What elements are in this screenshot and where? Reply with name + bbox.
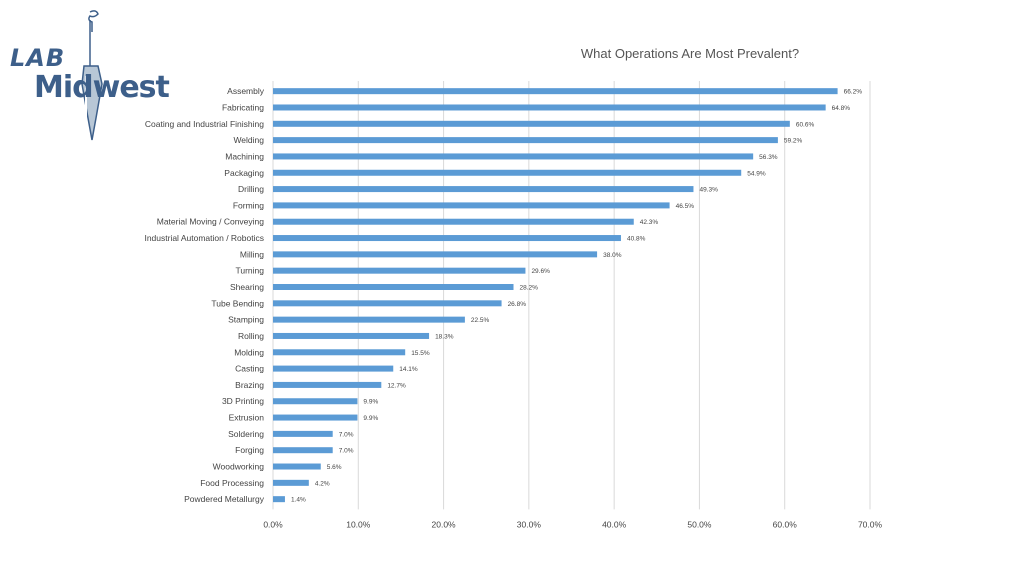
data-label: 5.6% xyxy=(327,464,342,471)
bar xyxy=(273,88,838,95)
category-label: Milling xyxy=(240,249,264,259)
x-tick-label: 20.0% xyxy=(432,519,457,529)
x-tick-label: 60.0% xyxy=(773,519,798,529)
category-label: Brazing xyxy=(235,380,264,390)
data-label: 46.5% xyxy=(676,203,695,210)
x-tick-label: 30.0% xyxy=(517,519,542,529)
lab-midwest-logo: LAB Midwest xyxy=(6,6,170,146)
category-label: Turning xyxy=(235,266,264,276)
category-label: Woodworking xyxy=(213,462,265,472)
category-label: Shearing xyxy=(230,282,264,292)
category-label: Material Moving / Conveying xyxy=(157,217,265,227)
data-label: 7.0% xyxy=(339,431,354,438)
x-tick-label: 40.0% xyxy=(602,519,627,529)
category-label: Extrusion xyxy=(229,413,265,423)
bar xyxy=(273,332,430,339)
data-label: 14.1% xyxy=(399,366,418,373)
category-label: Molding xyxy=(234,347,264,357)
bar xyxy=(273,316,465,323)
bar xyxy=(273,414,358,421)
bar xyxy=(273,120,790,127)
logo-text-lab: LAB xyxy=(10,44,66,72)
bar xyxy=(273,186,694,193)
bar xyxy=(273,300,502,307)
category-label: Tube Bending xyxy=(211,298,264,308)
bar xyxy=(273,137,778,144)
bar xyxy=(273,430,333,437)
logo-text-midwest: Midwest xyxy=(34,70,170,105)
category-label: Soldering xyxy=(228,429,264,439)
bar xyxy=(273,153,754,160)
category-label: Drilling xyxy=(238,184,264,194)
category-label: Welding xyxy=(233,135,264,145)
bar xyxy=(273,447,333,454)
data-label: 60.6% xyxy=(796,121,815,128)
category-label: 3D Printing xyxy=(222,396,264,406)
bar xyxy=(273,202,670,209)
data-label: 18.3% xyxy=(435,333,454,340)
data-label: 54.9% xyxy=(747,170,766,177)
bar xyxy=(273,349,406,356)
category-label: Casting xyxy=(235,364,264,374)
category-label: Coating and Industrial Finishing xyxy=(145,119,264,129)
category-label: Machining xyxy=(225,151,264,161)
data-label: 15.5% xyxy=(411,350,430,357)
data-label: 38.0% xyxy=(603,252,622,259)
bar xyxy=(273,104,826,111)
data-label: 40.8% xyxy=(627,236,646,243)
data-label: 64.8% xyxy=(832,105,851,112)
data-label: 22.5% xyxy=(471,317,490,324)
bar xyxy=(273,479,309,486)
data-label: 9.9% xyxy=(363,415,378,422)
category-label: Assembly xyxy=(227,86,265,96)
bar xyxy=(273,381,382,388)
bar xyxy=(273,169,742,176)
data-label: 12.7% xyxy=(387,382,406,389)
data-label: 28.2% xyxy=(520,285,539,292)
bar xyxy=(273,218,634,225)
bar xyxy=(273,235,621,242)
x-tick-label: 50.0% xyxy=(687,519,712,529)
bar xyxy=(273,496,285,503)
category-label: Stamping xyxy=(228,315,264,325)
category-label: Powdered Metallurgy xyxy=(184,494,265,504)
category-label: Forming xyxy=(233,200,264,210)
bar xyxy=(273,398,358,405)
bar xyxy=(273,284,514,290)
bar xyxy=(273,365,394,372)
category-label: Fabricating xyxy=(222,102,264,112)
bar xyxy=(273,267,526,274)
data-label: 4.2% xyxy=(315,480,330,487)
x-tick-label: 10.0% xyxy=(346,519,371,529)
category-label: Packaging xyxy=(224,168,264,178)
plumb-bob-icon xyxy=(81,10,103,141)
data-label: 26.8% xyxy=(508,301,527,308)
data-label: 42.3% xyxy=(640,219,659,226)
x-tick-label: 0.0% xyxy=(263,519,283,529)
data-label: 9.9% xyxy=(363,399,378,406)
bar xyxy=(273,251,598,258)
category-label: Forging xyxy=(235,445,264,455)
data-label: 1.4% xyxy=(291,497,306,504)
bar xyxy=(273,463,321,470)
data-label: 59.2% xyxy=(784,138,803,145)
data-label: 66.2% xyxy=(844,89,863,96)
data-label: 56.3% xyxy=(759,154,778,161)
data-label: 29.6% xyxy=(531,268,550,275)
category-label: Rolling xyxy=(238,331,264,341)
chart-title: What Operations Are Most Prevalent? xyxy=(580,46,800,61)
data-label: 49.3% xyxy=(699,187,718,194)
x-tick-label: 70.0% xyxy=(858,519,883,529)
category-label: Food Processing xyxy=(200,478,264,488)
category-label: Industrial Automation / Robotics xyxy=(144,233,264,243)
data-label: 7.0% xyxy=(339,448,354,455)
